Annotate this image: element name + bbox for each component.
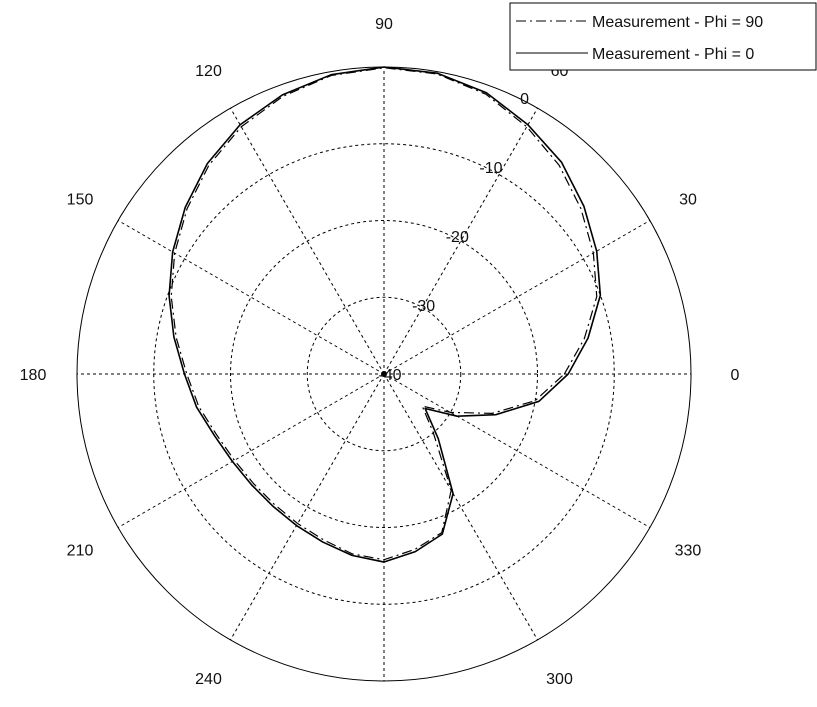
radial-tick-label: -10 xyxy=(479,160,502,177)
angle-spoke xyxy=(230,373,385,641)
legend-label-phi-0: Measurement - Phi = 0 xyxy=(592,46,754,63)
angle-tick-label: 150 xyxy=(67,192,94,209)
angle-tick-label: 300 xyxy=(546,671,573,688)
angle-spoke xyxy=(117,373,385,528)
legend: Measurement - Phi = 90 Measurement - Phi… xyxy=(509,2,817,71)
angle-tick-label: 330 xyxy=(675,543,702,560)
angle-spoke xyxy=(230,107,385,375)
legend-box xyxy=(509,2,817,71)
angle-spoke xyxy=(383,373,538,641)
radial-tick-label: 0 xyxy=(520,91,529,108)
angle-tick-label: 180 xyxy=(20,367,47,384)
angle-spoke xyxy=(117,220,385,375)
series-line-phi-90 xyxy=(170,67,598,561)
radial-grid-circle xyxy=(306,296,462,452)
data-layer xyxy=(168,66,602,563)
center-dot xyxy=(381,371,387,377)
angle-tick-label: 210 xyxy=(67,543,94,560)
series-line-phi-0 xyxy=(168,66,602,563)
label-layer: 0306090120150180210240270300330-40-30-20… xyxy=(20,16,740,688)
radial-tick-label: -40 xyxy=(378,367,401,384)
angle-tick-label: 30 xyxy=(679,192,697,209)
legend-label-phi-90: Measurement - Phi = 90 xyxy=(592,14,763,31)
angle-tick-label: 0 xyxy=(731,367,740,384)
radial-tick-label: -30 xyxy=(412,298,435,315)
radial-grid-circle xyxy=(230,220,538,528)
radial-tick-label: -20 xyxy=(446,229,469,246)
angle-tick-label: 240 xyxy=(195,671,222,688)
angle-tick-label: 120 xyxy=(195,63,222,80)
angle-tick-label: 90 xyxy=(375,16,393,33)
